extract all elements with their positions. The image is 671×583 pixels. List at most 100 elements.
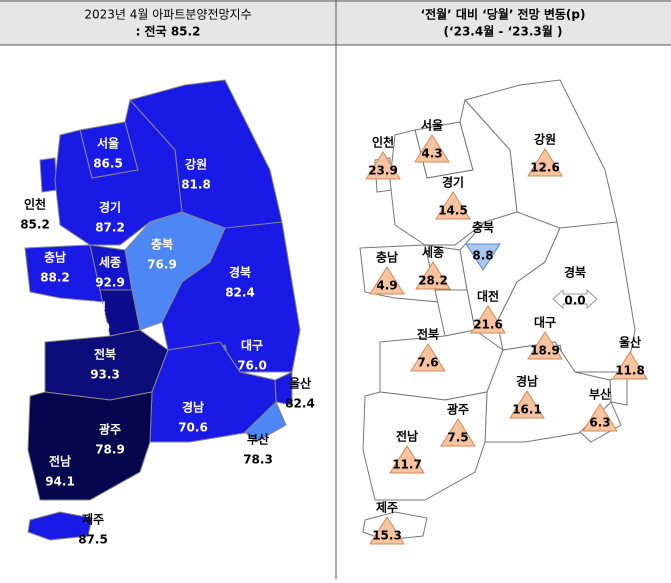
region-value: 6.3 bbox=[589, 416, 610, 430]
region-value: 76.0 bbox=[237, 359, 267, 373]
region-shape bbox=[27, 391, 153, 501]
region-value: 78.9 bbox=[95, 443, 125, 457]
region-shape bbox=[244, 401, 287, 443]
region-value: 7.6 bbox=[417, 356, 438, 370]
region-value: 92.9 bbox=[95, 276, 125, 290]
region-name: 제주 bbox=[82, 513, 104, 527]
region-name: 충북 bbox=[151, 237, 173, 252]
region-name: 서울 bbox=[421, 118, 443, 133]
region-value: 90.0 bbox=[80, 321, 110, 335]
region-value: 16.1 bbox=[512, 403, 542, 417]
up-triangle bbox=[435, 191, 471, 220]
region-name: 광주 bbox=[447, 402, 469, 417]
region-value: 82.4 bbox=[225, 286, 255, 300]
right-map: 서울 4.3 강원 12.6 인천 23.9 경기 14.5 충북 8.8 충남 4.9 세종 28.2 경… bbox=[359, 79, 648, 545]
up-triangle bbox=[470, 305, 506, 334]
region-name: 인천 bbox=[24, 197, 46, 212]
region-name: 광주 bbox=[99, 422, 121, 437]
region-name: 강원 bbox=[534, 133, 556, 147]
region-value: 0.0 bbox=[564, 294, 585, 308]
region-shape bbox=[27, 511, 93, 541]
region-name: 충남 bbox=[44, 250, 66, 265]
up-triangle bbox=[410, 343, 446, 372]
region-shape bbox=[39, 157, 58, 193]
region-name: 전북 bbox=[417, 327, 439, 342]
up-triangle bbox=[369, 266, 405, 295]
region-value: 88.2 bbox=[40, 271, 70, 285]
region-name: 경북 bbox=[564, 266, 586, 280]
region-value: 14.5 bbox=[438, 204, 468, 218]
region-name: 세종 bbox=[422, 245, 444, 260]
region-value: 21.6 bbox=[473, 318, 503, 332]
region-name: 전남 bbox=[49, 454, 71, 469]
region-name: 강원 bbox=[185, 158, 207, 172]
up-triangle bbox=[509, 390, 545, 419]
region-value: 76.9 bbox=[147, 258, 177, 272]
region-shape bbox=[149, 341, 277, 443]
region-name: 경북 bbox=[229, 266, 251, 280]
up-triangle bbox=[440, 418, 476, 447]
region-value: 23.9 bbox=[368, 164, 398, 178]
left-title: 2023년 4월 아파트분양전망지수 bbox=[84, 8, 251, 22]
region-value: 18.9 bbox=[530, 344, 560, 358]
up-triangle bbox=[369, 516, 405, 545]
up-triangle bbox=[389, 445, 425, 474]
region-name: 대전 bbox=[477, 289, 499, 304]
region-value: 81.8 bbox=[181, 178, 211, 192]
region-value: 28.2 bbox=[418, 274, 448, 288]
region-shape bbox=[389, 98, 518, 246]
region-value: 87.2 bbox=[95, 221, 125, 235]
region-name: 부산 bbox=[589, 387, 611, 402]
region-name: 전남 bbox=[396, 429, 418, 444]
region-name: 대구 bbox=[534, 316, 556, 330]
region-value: 4.3 bbox=[421, 147, 442, 161]
region-name: 대전 bbox=[84, 300, 106, 315]
region-name: 대구 bbox=[241, 339, 263, 353]
up-triangle bbox=[527, 148, 563, 177]
region-name: 서울 bbox=[97, 136, 119, 151]
region-value: 93.3 bbox=[90, 368, 120, 382]
region-value: 94.1 bbox=[45, 475, 75, 489]
region-name: 충남 bbox=[376, 250, 398, 265]
left-subtitle: : 전국 85.2 bbox=[136, 24, 201, 39]
right-title: ‘전월’ 대비 ‘당월’ 전망 변동(p) bbox=[421, 7, 586, 22]
region-name: 전북 bbox=[94, 347, 116, 362]
region-name: 울산 bbox=[289, 376, 311, 391]
down-triangle bbox=[465, 243, 501, 271]
region-value: 11.8 bbox=[615, 364, 645, 378]
region-value: 78.3 bbox=[243, 453, 273, 467]
region-value: 70.6 bbox=[178, 421, 208, 435]
region-name: 경기 bbox=[442, 175, 464, 190]
up-triangle bbox=[365, 151, 401, 180]
region-value: 4.9 bbox=[376, 279, 397, 293]
region-name: 세종 bbox=[99, 255, 121, 270]
region-value: 7.5 bbox=[447, 431, 468, 445]
region-name: 충북 bbox=[472, 220, 494, 235]
region-value: 15.3 bbox=[372, 529, 402, 543]
region-name: 경남 bbox=[182, 400, 204, 415]
region-name: 인천 bbox=[372, 135, 394, 150]
up-triangle bbox=[582, 403, 618, 432]
region-value: 85.2 bbox=[20, 218, 50, 232]
region-name: 울산 bbox=[619, 335, 641, 350]
region-shape bbox=[44, 329, 169, 401]
left-map: 서울 86.5 강원 81.8 인천 85.2 경기 87.2 충북 76.9 충남 88.2 세종 92… bbox=[20, 79, 315, 547]
region-name: 제주 bbox=[376, 501, 398, 515]
region-value: 8.8 bbox=[472, 249, 493, 263]
right-subtitle: (‘23.4월 - ‘23.3월 ) bbox=[444, 24, 563, 39]
up-triangle bbox=[612, 351, 648, 380]
region-shape bbox=[54, 98, 183, 246]
region-name: 부산 bbox=[247, 432, 269, 447]
region-name: 경기 bbox=[99, 200, 121, 215]
region-value: 11.7 bbox=[392, 458, 422, 472]
region-value: 82.4 bbox=[285, 397, 315, 411]
region-value: 86.5 bbox=[93, 157, 123, 171]
flat-arrow bbox=[552, 288, 598, 310]
region-value: 12.6 bbox=[530, 161, 560, 175]
up-triangle bbox=[415, 261, 451, 290]
up-triangle bbox=[527, 331, 563, 360]
region-name: 경남 bbox=[516, 374, 538, 389]
up-triangle bbox=[414, 134, 450, 163]
region-value: 87.5 bbox=[78, 533, 108, 547]
